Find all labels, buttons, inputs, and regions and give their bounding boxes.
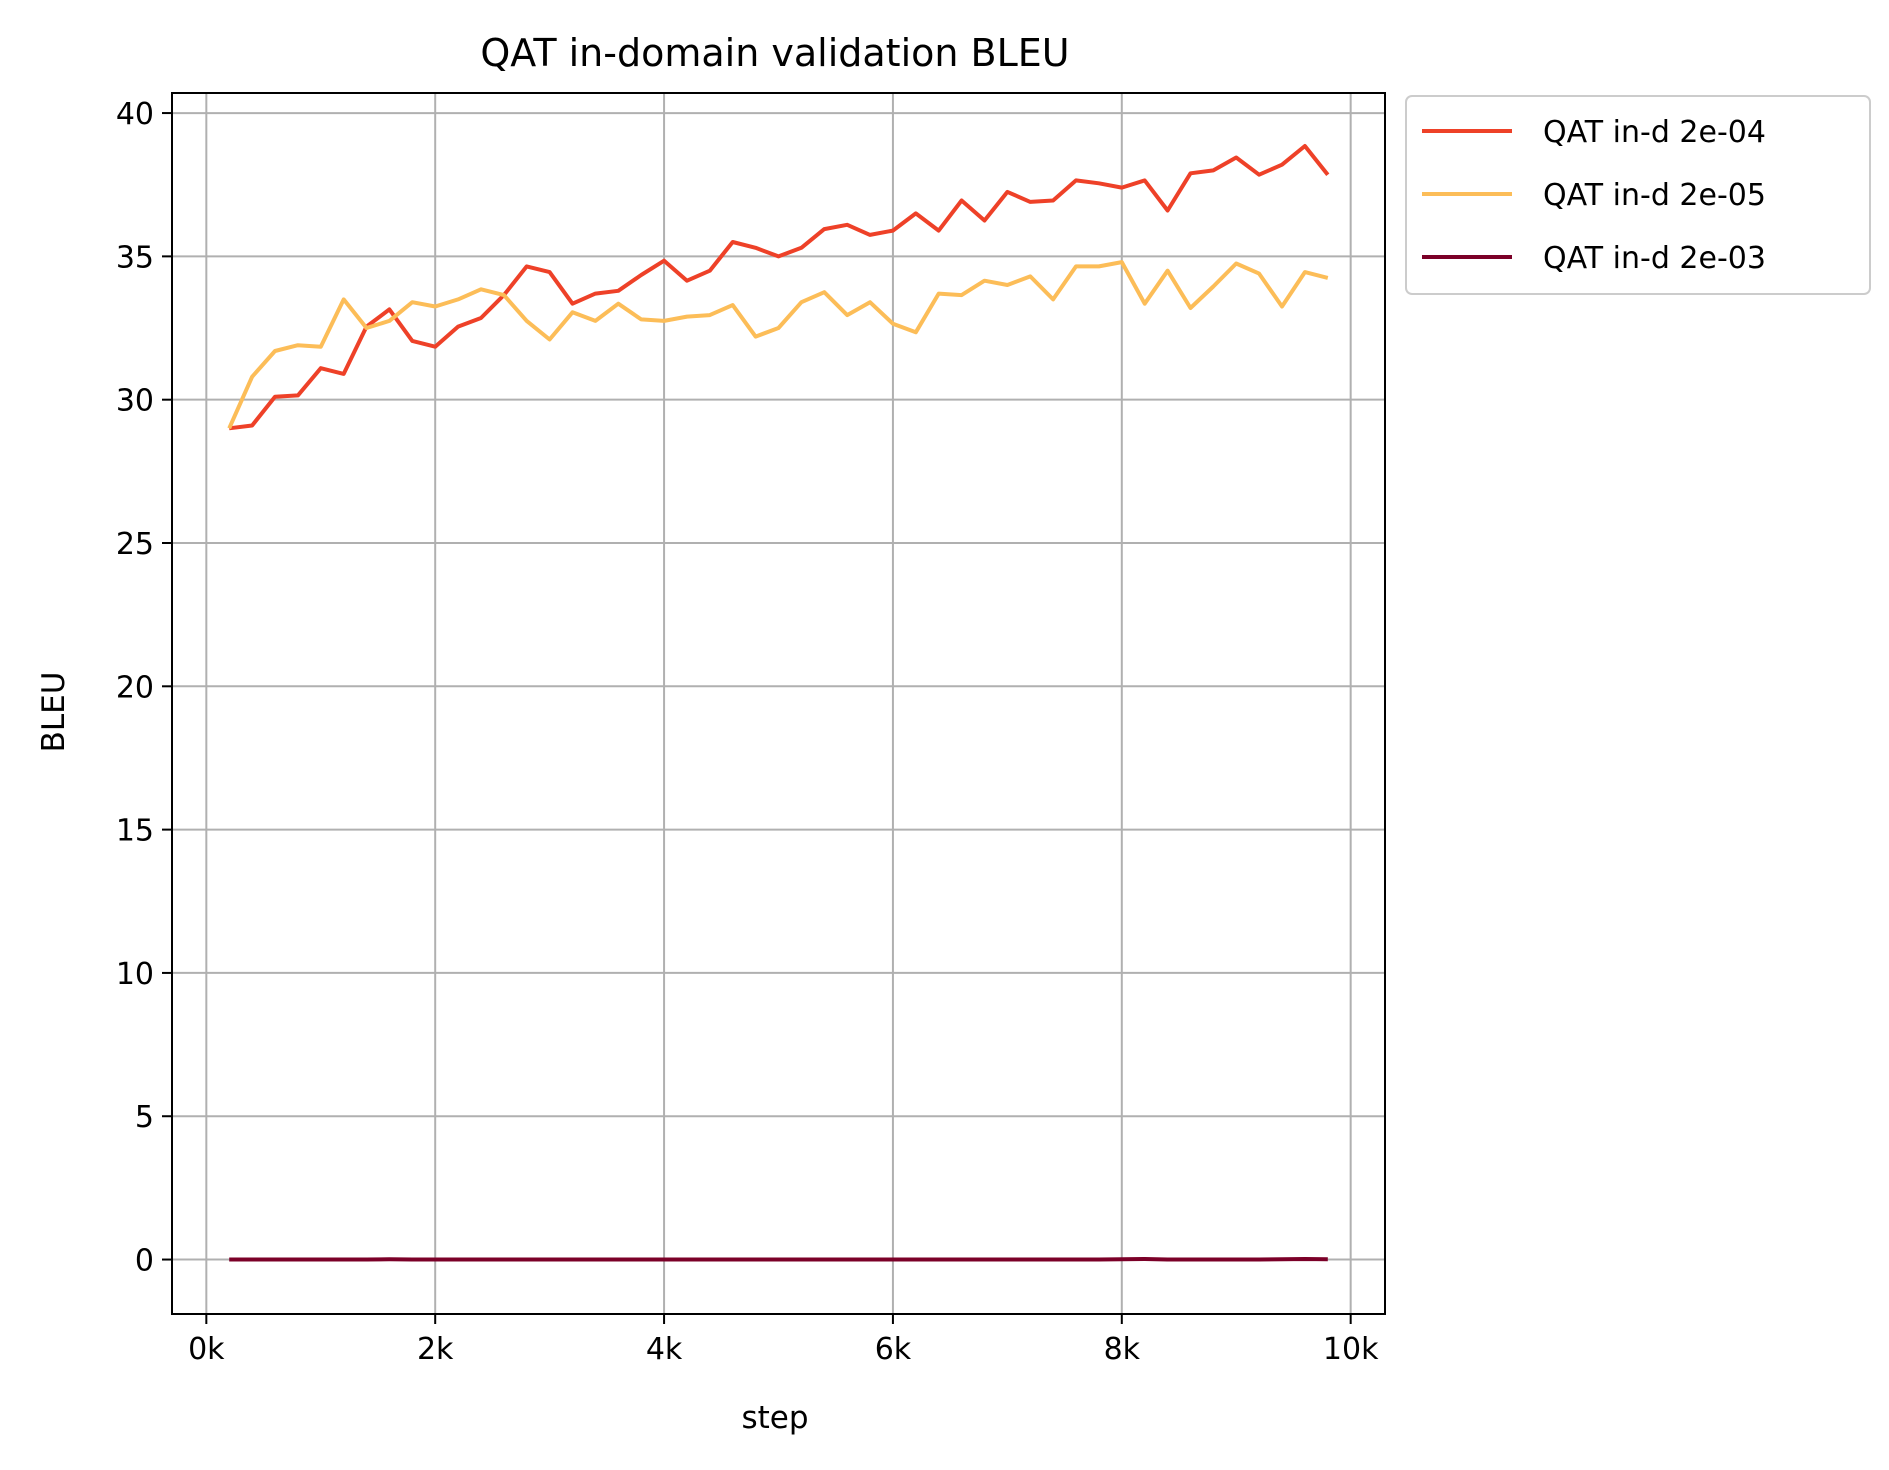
y-tick-label: 10: [116, 957, 154, 992]
y-axis-label: BLEU: [36, 672, 72, 753]
legend-label-3: QAT in-d 2e-03: [1543, 241, 1766, 276]
legend-label-2: QAT in-d 2e-05: [1543, 178, 1766, 213]
series-line-3: [229, 1257, 1328, 1262]
y-tick-label: 15: [116, 814, 154, 849]
legend-label-1: QAT in-d 2e-04: [1543, 115, 1766, 150]
grid-lines: [172, 93, 1385, 1314]
x-tick-label: 4k: [646, 1332, 683, 1367]
plot-area-frame: [171, 92, 1386, 1315]
y-tick-label: 40: [116, 97, 154, 132]
y-tick-label: 5: [135, 1100, 154, 1135]
x-tick-label: 6k: [875, 1332, 912, 1367]
y-tick-label: 20: [116, 670, 154, 705]
axis-ticks: 0k 2k 4k 6k 8k 10k 0 5 10 15 20 25 30 35 40: [116, 97, 1379, 1367]
x-tick-label: 10k: [1323, 1332, 1379, 1367]
y-tick-label: 25: [116, 527, 154, 562]
legend: QAT in-d 2e-04 QAT in-d 2e-05 QAT in-d 2e-…: [1405, 95, 1871, 295]
legend-box: [1405, 95, 1871, 295]
y-tick-label: 0: [135, 1244, 154, 1279]
x-tick-label: 8k: [1104, 1332, 1141, 1367]
x-tick-label: 0k: [188, 1332, 225, 1367]
y-tick-label: 30: [116, 384, 154, 419]
y-tick-label: 35: [116, 240, 154, 275]
x-tick-label: 2k: [417, 1332, 454, 1367]
series-lines: [227, 144, 1330, 1262]
x-axis-label: step: [741, 1400, 808, 1436]
series-line-1: [228, 144, 1330, 431]
chart-title: QAT in-domain validation BLEU: [480, 31, 1069, 75]
series-line-2: [227, 260, 1329, 430]
